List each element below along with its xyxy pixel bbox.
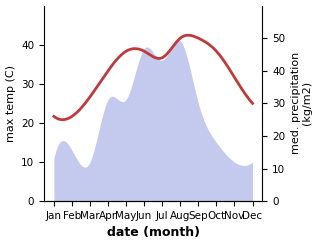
- X-axis label: date (month): date (month): [107, 226, 200, 239]
- Y-axis label: med. precipitation
(kg/m2): med. precipitation (kg/m2): [291, 52, 313, 155]
- Y-axis label: max temp (C): max temp (C): [5, 65, 16, 142]
